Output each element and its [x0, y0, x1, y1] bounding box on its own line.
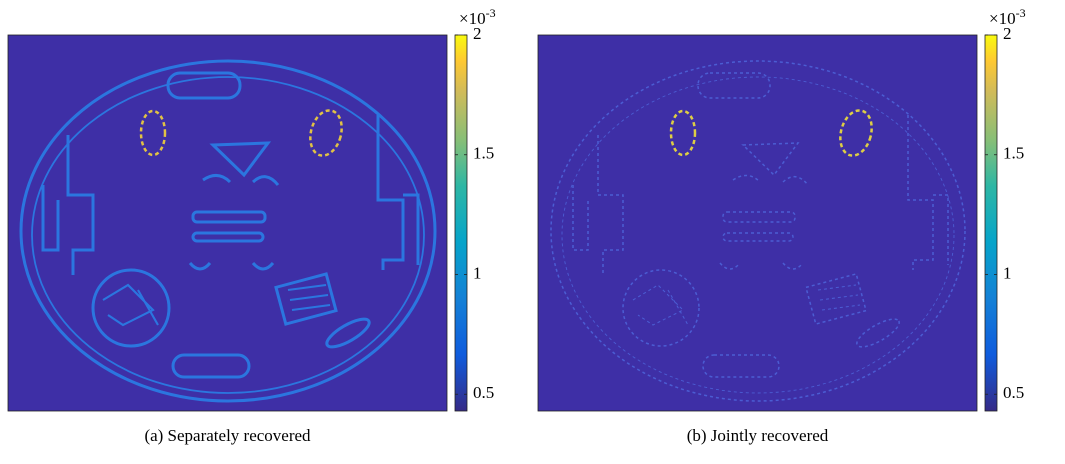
- bar-bottom: [722, 232, 794, 242]
- bar-top: [722, 211, 796, 223]
- textured-block-detail: [287, 283, 331, 312]
- small-ellipse: [325, 317, 371, 349]
- textured-disc: [91, 268, 171, 348]
- small-u-left: [719, 262, 741, 270]
- colorbar-tick-label: 0.5: [1003, 383, 1024, 402]
- inner-ring: [31, 76, 425, 394]
- small-u-right: [782, 262, 804, 270]
- right-tab: [403, 193, 420, 265]
- top-slot: [697, 72, 771, 99]
- right-oval: [839, 109, 873, 157]
- textured-disc-detail: [102, 283, 159, 327]
- arc-right: [782, 176, 809, 186]
- bottom-slot: [702, 354, 780, 378]
- left-tab: [41, 185, 60, 252]
- left-oval: [139, 109, 167, 157]
- bottom-slot: [171, 353, 251, 379]
- left-tab: [572, 185, 589, 251]
- textured-block: [805, 272, 867, 326]
- textured-block-detail: [817, 284, 861, 311]
- triangle: [209, 141, 272, 178]
- outer-ring: [19, 59, 437, 403]
- right-oval: [309, 109, 343, 157]
- left-oval: [669, 109, 697, 157]
- colorbar-tick-label: 1: [1003, 263, 1012, 282]
- colorbar-scale: ×10-3: [459, 6, 496, 28]
- left-bracket: [66, 135, 95, 275]
- bar-bottom: [191, 231, 265, 243]
- small-u-right: [251, 261, 275, 271]
- arc-left: [202, 174, 232, 184]
- panel-caption: (a) Separately recovered: [144, 426, 311, 445]
- colorbar-tick-label: 2: [1003, 24, 1012, 43]
- colorbar-tick-label: 1.5: [1003, 144, 1024, 163]
- outer-ring: [550, 60, 966, 402]
- colorbar: [984, 34, 998, 412]
- phantom-image: [19, 59, 437, 403]
- right-bracket: [907, 115, 934, 270]
- small-u-left: [188, 261, 212, 271]
- inner-ring: [561, 76, 955, 394]
- colorbar-tick-label: 1: [473, 263, 482, 282]
- scale-exponent: -3: [1016, 6, 1026, 20]
- right-bracket: [376, 115, 405, 270]
- arc-right: [251, 175, 280, 186]
- colorbar-tick-label: 0.5: [473, 383, 494, 402]
- right-tab: [933, 194, 949, 265]
- left-bracket: [597, 135, 624, 275]
- colorbar-tick-label: 2: [473, 24, 482, 43]
- colorbar-scale: ×10-3: [989, 6, 1026, 28]
- scale-base: ×10: [989, 9, 1016, 28]
- triangle: [741, 142, 800, 177]
- colorbar-tick-label: 1.5: [473, 144, 494, 163]
- top-slot: [166, 71, 242, 100]
- textured-disc: [622, 269, 700, 347]
- scale-exponent: -3: [486, 6, 496, 20]
- colorbar: [454, 34, 468, 412]
- textured-block: [274, 272, 338, 326]
- arc-left: [732, 174, 761, 183]
- small-ellipse: [856, 318, 900, 348]
- scale-base: ×10: [459, 9, 486, 28]
- panel-caption: (b) Jointly recovered: [687, 426, 829, 445]
- phantom-image: [550, 60, 966, 402]
- textured-disc-detail: [632, 284, 689, 326]
- bar-top: [191, 210, 267, 224]
